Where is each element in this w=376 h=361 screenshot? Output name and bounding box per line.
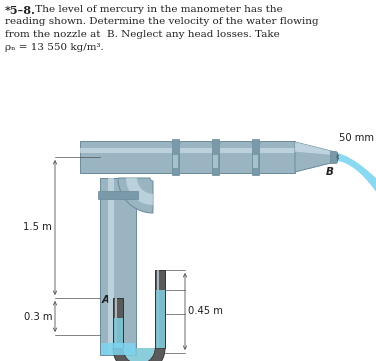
Polygon shape <box>113 348 165 361</box>
Text: 1.5 m: 1.5 m <box>23 222 52 232</box>
Text: The level of mercury in the manometer has the: The level of mercury in the manometer ha… <box>32 5 283 14</box>
Polygon shape <box>108 178 114 355</box>
Polygon shape <box>295 142 335 172</box>
Polygon shape <box>118 178 153 213</box>
Polygon shape <box>157 270 159 348</box>
Bar <box>114 318 123 348</box>
Bar <box>156 290 165 348</box>
Text: 50 mm: 50 mm <box>339 133 374 143</box>
Bar <box>211 139 218 175</box>
Text: reading shown. Determine the velocity of the water flowing: reading shown. Determine the velocity of… <box>5 17 318 26</box>
Bar <box>212 155 217 168</box>
Polygon shape <box>115 298 117 348</box>
Polygon shape <box>113 298 123 348</box>
Text: 0.45 m: 0.45 m <box>188 306 223 317</box>
Polygon shape <box>100 178 136 355</box>
Bar <box>330 151 336 163</box>
Polygon shape <box>123 348 156 361</box>
Polygon shape <box>295 142 335 155</box>
Polygon shape <box>80 148 295 153</box>
Bar <box>101 343 135 355</box>
Text: A: A <box>102 295 110 305</box>
Text: *5–8.: *5–8. <box>5 5 36 16</box>
Bar <box>173 155 177 168</box>
Text: from the nozzle at  B. Neglect any head losses. Take: from the nozzle at B. Neglect any head l… <box>5 30 280 39</box>
Text: B: B <box>326 167 334 177</box>
Polygon shape <box>80 141 295 173</box>
Bar <box>171 139 179 175</box>
Polygon shape <box>155 270 165 348</box>
Bar <box>253 155 258 168</box>
Text: ρₙ = 13 550 kg/m³.: ρₙ = 13 550 kg/m³. <box>5 43 104 52</box>
Text: 0.3 m: 0.3 m <box>23 312 52 322</box>
Polygon shape <box>126 178 153 205</box>
Bar <box>252 139 259 175</box>
Polygon shape <box>336 153 376 199</box>
Bar <box>98 191 138 199</box>
